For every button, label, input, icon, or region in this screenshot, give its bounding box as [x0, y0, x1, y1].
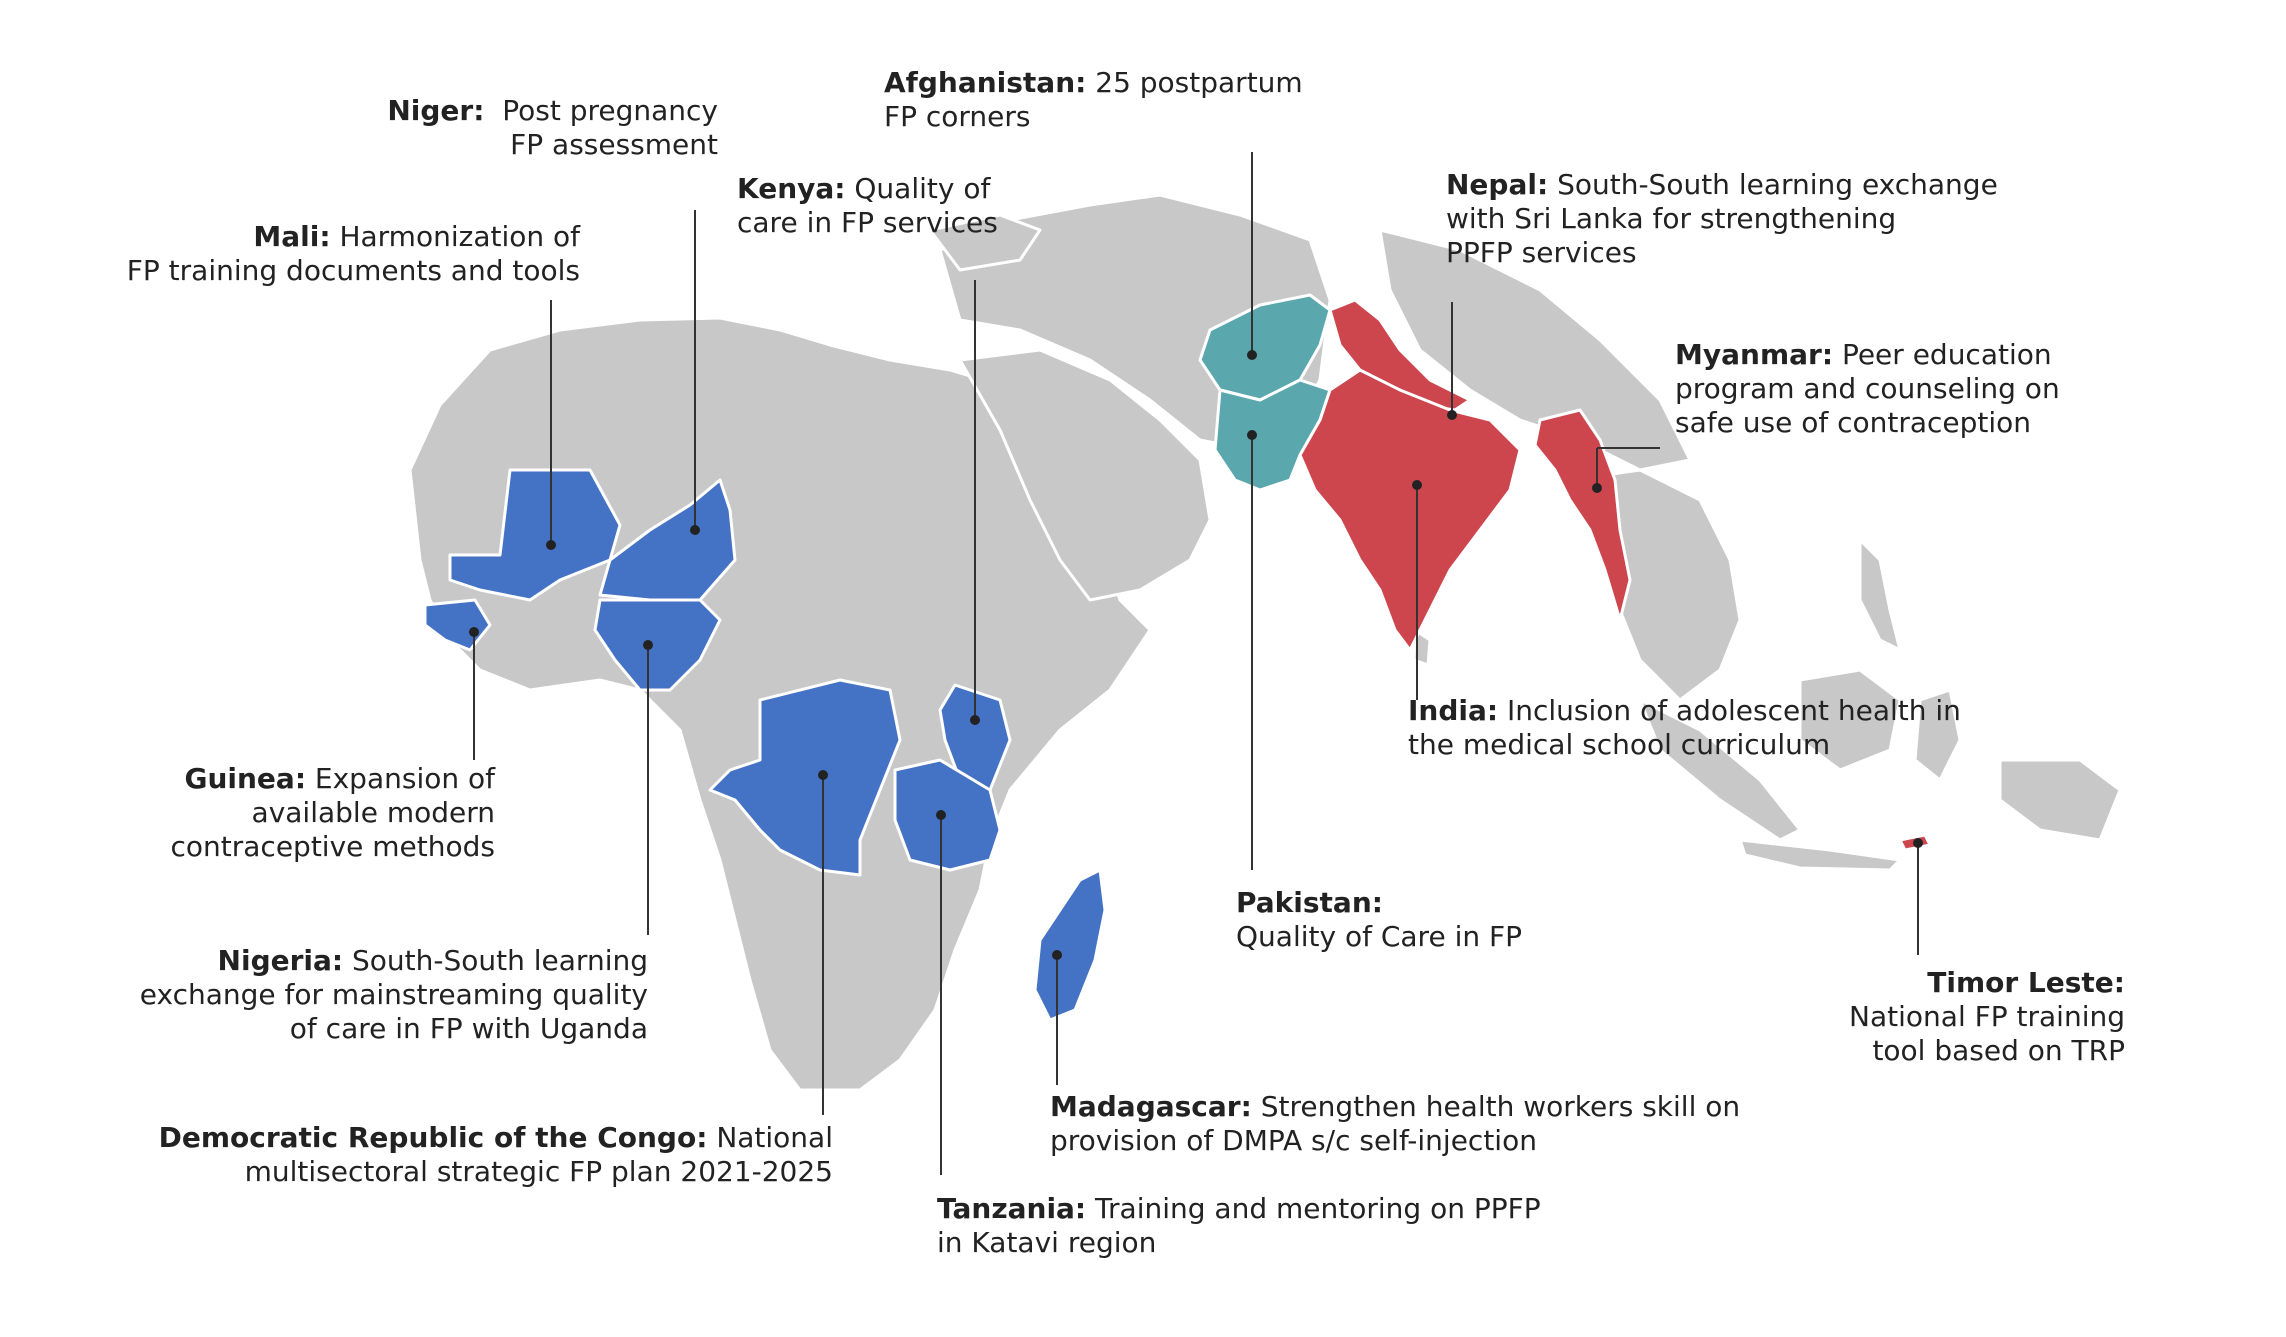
myanmar-shape	[1533, 408, 1632, 622]
sulawesi-landmass	[1913, 688, 1962, 782]
nepal-line1: South-South learning exchange	[1557, 168, 1998, 201]
mali-country: Mali:	[253, 220, 331, 253]
nepal-dot	[1447, 410, 1457, 420]
papua-landmass	[1998, 758, 2122, 842]
leader-lines	[473, 152, 1919, 1175]
afghanistan-dot	[1247, 350, 1257, 360]
madagascar-line2: provision of DMPA s/c self-injection	[1050, 1124, 1537, 1157]
guinea-line1: Expansion of	[314, 762, 495, 795]
drc-line1: National	[716, 1121, 833, 1154]
nepal-line3: PPFP services	[1446, 236, 1637, 269]
africa-highlights	[423, 468, 1107, 1022]
afghanistan-callout: Afghanistan: 25 postpartum FP corners	[884, 66, 1303, 134]
niger-shape	[598, 478, 737, 602]
tanzania-line2: in Katavi region	[937, 1226, 1157, 1259]
red-highlights	[1298, 298, 1932, 852]
pakistan-line1: Quality of Care in FP	[1236, 920, 1522, 953]
timor-line2: tool based on TRP	[1872, 1034, 2125, 1067]
pakistan-callout: Pakistan: Quality of Care in FP	[1236, 886, 1522, 954]
guinea-line2: available modern	[251, 796, 495, 829]
niger-line1: Post pregnancy	[502, 94, 718, 127]
myanmar-line2: program and counseling on	[1675, 372, 2060, 405]
india-line2: the medical school curriculum	[1408, 728, 1831, 761]
nigeria-line2: exchange for mainstreaming quality	[139, 978, 648, 1011]
myanmar-country: Myanmar:	[1675, 338, 1834, 371]
kenya-line2: care in FP services	[737, 206, 998, 239]
nigeria-country: Nigeria:	[217, 944, 344, 977]
timor-dot	[1913, 838, 1923, 848]
pakistan-country: Pakistan:	[1236, 886, 1383, 919]
myanmar-line1: Peer education	[1841, 338, 2052, 371]
india-dot	[1412, 480, 1422, 490]
nigeria-dot	[643, 640, 653, 650]
madagascar-line1: Strengthen health workers skill on	[1260, 1090, 1741, 1123]
india-callout: India: Inclusion of adolescent health in…	[1408, 694, 1961, 762]
pakistan-dot	[1247, 430, 1257, 440]
sumatra-landmass	[1638, 698, 1802, 842]
india-country: India:	[1408, 694, 1499, 727]
madagascar-shape	[1033, 868, 1107, 1022]
mali-shape	[448, 468, 622, 602]
drc-callout: Democratic Republic of the Congo: Nation…	[100, 1121, 833, 1189]
nepal-country: Nepal:	[1446, 168, 1549, 201]
mali-callout: Mali: Harmonization of FP training docum…	[80, 220, 580, 288]
china-edge-landmass	[1378, 228, 1692, 472]
madagascar-dot	[1052, 950, 1062, 960]
india-shape	[1298, 368, 1522, 652]
guinea-country: Guinea:	[184, 762, 307, 795]
java-landmass	[1738, 838, 1902, 872]
myanmar-callout: Myanmar: Peer education program and coun…	[1675, 338, 2060, 440]
nepal-callout: Nepal: South-South learning exchange wit…	[1446, 168, 1998, 270]
nigeria-line3: of care in FP with Uganda	[289, 1012, 648, 1045]
kenya-line1: Quality of	[854, 172, 991, 205]
kenya-dot	[970, 715, 980, 725]
teal-highlights	[1198, 293, 1332, 492]
kenya-country: Kenya:	[737, 172, 846, 205]
drc-country: Democratic Republic of the Congo:	[158, 1121, 708, 1154]
tanzania-callout: Tanzania: Training and mentoring on PPFP…	[937, 1192, 1541, 1260]
timor-country: Timor Leste:	[1927, 966, 2125, 999]
guinea-callout: Guinea: Expansion of available modern co…	[140, 762, 496, 864]
drc-dot	[818, 770, 828, 780]
niger-dot	[690, 525, 700, 535]
nepal-line2: with Sri Lanka for strengthening	[1446, 202, 1897, 235]
tanzania-country: Tanzania:	[937, 1192, 1087, 1225]
nigeria-line1: South-South learning	[352, 944, 648, 977]
timor-line1: National FP training	[1849, 1000, 2125, 1033]
drc-line2: multisectoral strategic FP plan 2021-202…	[244, 1155, 833, 1188]
tanzania-dot	[936, 810, 946, 820]
turkey-landmass	[928, 213, 1042, 272]
afghanistan-line2: FP corners	[884, 100, 1031, 133]
tanzania-line1: Training and mentoring on PPFP	[1095, 1192, 1541, 1225]
mali-dot	[546, 540, 556, 550]
nigeria-shape	[593, 598, 722, 692]
niger-country: Niger:	[387, 94, 485, 127]
tanzania-shape	[893, 758, 1002, 872]
afghanistan-country: Afghanistan:	[884, 66, 1087, 99]
drc-shape	[708, 678, 902, 877]
nepal-shape	[1328, 298, 1472, 412]
madagascar-callout: Madagascar: Strengthen health workers sk…	[1050, 1090, 1740, 1158]
niger-callout: Niger: Post pregnancy FP assessment	[340, 94, 718, 162]
timor-callout: Timor Leste: National FP training tool b…	[1780, 966, 2125, 1068]
borneo-landmass	[1798, 668, 1902, 772]
afghanistan-shape	[1198, 293, 1332, 402]
leader-dots	[469, 350, 1923, 960]
philippines-landmass	[1858, 538, 1902, 652]
myanmar-line3: safe use of contraception	[1675, 406, 2032, 439]
myanmar-dot	[1592, 483, 1602, 493]
afghanistan-line1: 25 postpartum	[1095, 66, 1303, 99]
india-line1: Inclusion of adolescent health in	[1507, 694, 1961, 727]
madagascar-country: Madagascar:	[1050, 1090, 1252, 1123]
nigeria-callout: Nigeria: South-South learning exchange f…	[100, 944, 648, 1046]
mali-line1: Harmonization of	[339, 220, 580, 253]
guinea-dot	[469, 627, 479, 637]
guinea-line3: contraceptive methods	[170, 830, 496, 863]
mali-line2: FP training documents and tools	[126, 254, 580, 287]
arabia-landmass	[958, 348, 1212, 602]
niger-line2: FP assessment	[510, 128, 718, 161]
kenya-callout: Kenya: Quality of care in FP services	[737, 172, 998, 240]
